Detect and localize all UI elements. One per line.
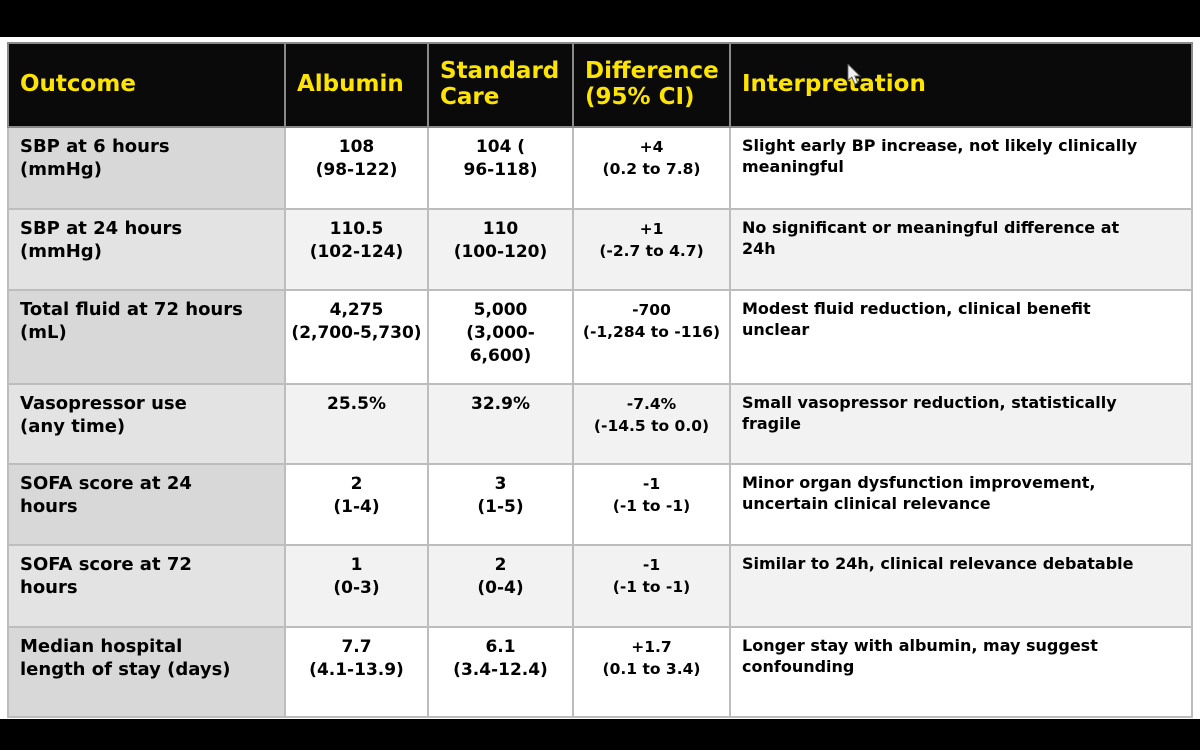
- cell-difference: -7.4% (-14.5 to 0.0): [572, 383, 731, 465]
- cell-standard-care: 2 (0-4): [427, 544, 574, 628]
- cell-outcome: Vasopressor use (any time): [7, 383, 286, 465]
- table-row: SBP at 24 hours (mmHg) 110.5 (102-124) 1…: [7, 208, 1193, 291]
- header-cell-standard-care: Standard Care: [427, 42, 574, 128]
- cell-interpretation: Similar to 24h, clinical relevance debat…: [729, 544, 1193, 628]
- slide-canvas: Outcome Albumin Standard Care Difference…: [0, 37, 1200, 719]
- header-cell-difference: Difference (95% CI): [572, 42, 731, 128]
- cell-difference: -700 (-1,284 to -116): [572, 289, 731, 385]
- cell-interpretation: Modest fluid reduction, clinical benefit…: [729, 289, 1193, 385]
- header-row: Outcome Albumin Standard Care Difference…: [7, 42, 1193, 128]
- cell-albumin: 110.5 (102-124): [284, 208, 429, 291]
- cell-interpretation: Longer stay with albumin, may suggest co…: [729, 626, 1193, 718]
- cell-standard-care: 3 (1-5): [427, 463, 574, 546]
- table-row: Vasopressor use (any time) 25.5% 32.9% -…: [7, 383, 1193, 465]
- cell-outcome: SOFA score at 24 hours: [7, 463, 286, 546]
- cell-albumin: 7.7 (4.1-13.9): [284, 626, 429, 718]
- cell-interpretation: Minor organ dysfunction improvement, unc…: [729, 463, 1193, 546]
- outcomes-comparison-table: Outcome Albumin Standard Care Difference…: [7, 42, 1193, 718]
- cell-difference: -1 (-1 to -1): [572, 544, 731, 628]
- cell-albumin: 108 (98-122): [284, 126, 429, 210]
- cell-standard-care: 110 (100-120): [427, 208, 574, 291]
- table-row: SOFA score at 24 hours 2 (1-4) 3 (1-5) -…: [7, 463, 1193, 546]
- cell-outcome: Median hospital length of stay (days): [7, 626, 286, 718]
- cell-outcome: SBP at 6 hours (mmHg): [7, 126, 286, 210]
- cell-outcome: SOFA score at 72 hours: [7, 544, 286, 628]
- cell-interpretation: Small vasopressor reduction, statistical…: [729, 383, 1193, 465]
- cell-difference: +4 (0.2 to 7.8): [572, 126, 731, 210]
- header-cell-albumin: Albumin: [284, 42, 429, 128]
- table-row: SOFA score at 72 hours 1 (0-3) 2 (0-4) -…: [7, 544, 1193, 628]
- cell-standard-care: 32.9%: [427, 383, 574, 465]
- table-row: Total fluid at 72 hours (mL) 4,275 (2,70…: [7, 289, 1193, 385]
- cell-difference: -1 (-1 to -1): [572, 463, 731, 546]
- cell-outcome: Total fluid at 72 hours (mL): [7, 289, 286, 385]
- top-black-bar: [0, 0, 1200, 37]
- cell-albumin: 4,275 (2,700-5,730): [284, 289, 429, 385]
- cell-albumin: 1 (0-3): [284, 544, 429, 628]
- cell-difference: +1 (-2.7 to 4.7): [572, 208, 731, 291]
- cell-standard-care: 6.1 (3.4-12.4): [427, 626, 574, 718]
- cell-standard-care: 104 ( 96-118): [427, 126, 574, 210]
- cell-difference: +1.7 (0.1 to 3.4): [572, 626, 731, 718]
- cell-standard-care: 5,000 (3,000- 6,600): [427, 289, 574, 385]
- cell-albumin: 2 (1-4): [284, 463, 429, 546]
- cell-interpretation: No significant or meaningful difference …: [729, 208, 1193, 291]
- cell-outcome: SBP at 24 hours (mmHg): [7, 208, 286, 291]
- cell-albumin: 25.5%: [284, 383, 429, 465]
- table-row: Median hospital length of stay (days) 7.…: [7, 626, 1193, 718]
- header-cell-interpretation: Interpretation: [729, 42, 1193, 128]
- cell-interpretation: Slight early BP increase, not likely cli…: [729, 126, 1193, 210]
- table-row: SBP at 6 hours (mmHg) 108 (98-122) 104 (…: [7, 126, 1193, 210]
- header-cell-outcome: Outcome: [7, 42, 286, 128]
